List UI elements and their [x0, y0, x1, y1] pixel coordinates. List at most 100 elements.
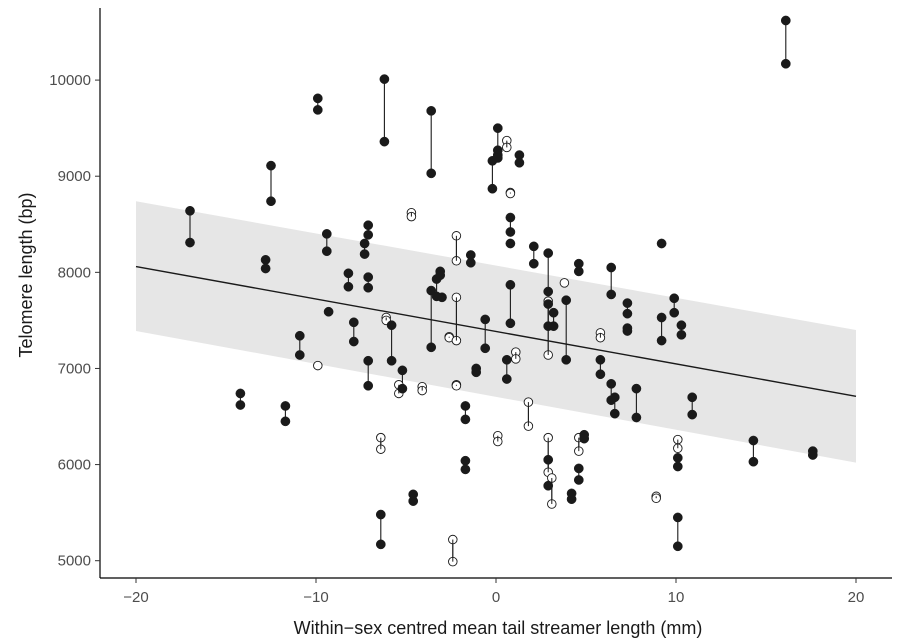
filled-data-point: [185, 237, 195, 248]
filled-data-point: [379, 136, 390, 147]
filled-data-point: [548, 321, 559, 332]
filled-data-point: [656, 312, 667, 323]
filled-data-point: [379, 74, 390, 84]
filled-data-point: [348, 336, 359, 347]
filled-data-point: [748, 456, 759, 467]
filled-data-point: [505, 212, 516, 223]
filled-data-point: [375, 509, 386, 520]
filled-data-point: [780, 58, 791, 69]
filled-data-point: [669, 307, 680, 318]
filled-data-point: [595, 354, 606, 365]
filled-data-point: [321, 229, 332, 239]
filled-data-point: [363, 272, 374, 282]
filled-data-point: [397, 383, 408, 394]
x-tick-label: 10: [668, 589, 685, 606]
filled-data-point: [672, 512, 683, 523]
filled-data-point: [609, 408, 620, 419]
point-layer: [185, 15, 818, 567]
filled-data-point: [343, 268, 354, 279]
filled-data-point: [606, 378, 617, 389]
y-tick-label: 6000: [58, 457, 91, 474]
filled-data-point: [480, 343, 491, 354]
filled-data-point: [492, 123, 503, 134]
filled-data-point: [656, 335, 667, 346]
filled-data-point: [505, 318, 516, 329]
filled-data-point: [609, 392, 620, 403]
filled-data-point: [622, 326, 633, 336]
filled-data-point: [595, 369, 606, 380]
y-tick-label: 7000: [58, 360, 91, 377]
filled-data-point: [807, 450, 818, 460]
filled-data-point: [543, 299, 554, 309]
y-tick-label: 5000: [58, 553, 91, 570]
x-tick-label: 0: [492, 589, 500, 606]
filled-data-point: [505, 279, 516, 290]
filled-data-point: [528, 258, 539, 269]
filled-data-point: [235, 400, 246, 410]
open-data-point: [559, 278, 570, 288]
y-tick-label: 9000: [58, 168, 91, 185]
filled-data-point: [437, 292, 447, 303]
filled-data-point: [748, 435, 759, 446]
filled-data-point: [487, 183, 498, 194]
filled-data-point: [235, 388, 246, 399]
filled-data-point: [606, 289, 617, 300]
filled-data-point: [363, 220, 374, 231]
filled-data-point: [676, 320, 687, 331]
filled-data-point: [528, 241, 539, 252]
filled-data-point: [573, 475, 584, 485]
filled-data-point: [260, 263, 271, 274]
filled-data-point: [471, 367, 482, 378]
filled-data-point: [294, 350, 305, 360]
open-data-point: [451, 381, 462, 391]
filled-data-point: [363, 380, 374, 391]
filled-data-point: [185, 205, 195, 216]
filled-data-point: [386, 355, 397, 366]
filled-data-point: [656, 238, 667, 249]
filled-data-point: [321, 246, 332, 257]
filled-data-point: [669, 293, 680, 304]
filled-data-point: [672, 452, 683, 463]
filled-data-point: [266, 160, 276, 171]
filled-data-point: [408, 496, 419, 506]
y-axis-title: Telomere length (bp): [16, 192, 36, 357]
filled-data-point: [676, 329, 687, 340]
filled-data-point: [622, 308, 633, 319]
filled-data-point: [363, 229, 374, 240]
filled-data-point: [501, 354, 512, 365]
filled-data-point: [573, 266, 584, 277]
filled-data-point: [505, 238, 516, 249]
filled-data-point: [480, 314, 491, 325]
filled-data-point: [426, 342, 437, 353]
filled-data-point: [348, 317, 359, 328]
filled-data-point: [460, 455, 471, 466]
filled-data-point: [359, 249, 370, 259]
filled-data-point: [260, 254, 271, 265]
filled-data-point: [363, 355, 374, 366]
x-tick-label: 20: [848, 589, 865, 606]
open-data-point: [313, 360, 323, 371]
filled-data-point: [505, 227, 516, 237]
filled-data-point: [687, 409, 698, 420]
y-tick-label: 8000: [58, 264, 91, 281]
filled-data-point: [687, 392, 698, 403]
filled-data-point: [672, 461, 683, 472]
filled-data-point: [460, 401, 471, 411]
filled-data-point: [631, 412, 642, 423]
filled-data-point: [280, 416, 291, 427]
filled-data-point: [460, 464, 471, 475]
filled-data-point: [543, 286, 554, 297]
filled-data-point: [492, 153, 503, 163]
filled-data-point: [323, 306, 334, 317]
filled-data-point: [426, 105, 437, 116]
filled-data-point: [622, 298, 633, 308]
filled-data-point: [514, 157, 525, 168]
filled-data-point: [631, 383, 642, 394]
filled-data-point: [363, 282, 374, 293]
filled-data-point: [780, 15, 791, 26]
filled-data-point: [561, 295, 572, 306]
filled-data-point: [280, 401, 291, 411]
filled-data-point: [561, 354, 572, 365]
filled-data-point: [266, 196, 276, 207]
